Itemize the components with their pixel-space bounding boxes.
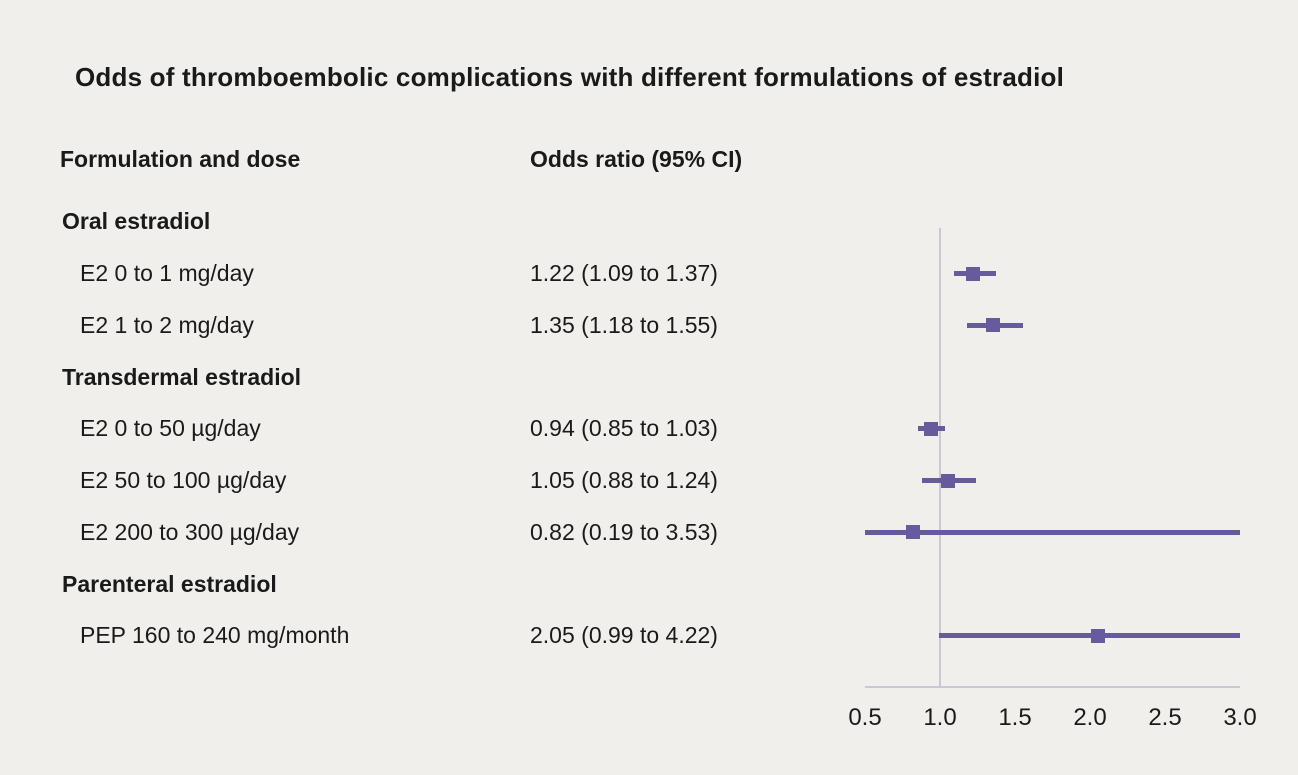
item-row: E2 50 to 100 µg/day 1.05 (0.88 to 1.24) bbox=[0, 455, 860, 507]
ci-line bbox=[865, 529, 1240, 535]
x-tick-label: 1.0 bbox=[923, 704, 957, 731]
or-marker bbox=[940, 473, 955, 488]
group-label: Parenteral estradiol bbox=[62, 570, 277, 597]
or-value: 2.05 (0.99 to 4.22) bbox=[530, 622, 718, 649]
group-label: Oral estradiol bbox=[62, 208, 211, 235]
item-row: E2 200 to 300 µg/day 0.82 (0.19 to 3.53) bbox=[0, 506, 860, 558]
or-value: 1.05 (0.88 to 1.24) bbox=[530, 467, 718, 494]
row-label: E2 0 to 1 mg/day bbox=[80, 260, 254, 287]
item-row: PEP 160 to 240 mg/month 2.05 (0.99 to 4.2… bbox=[0, 610, 860, 662]
or-marker bbox=[1090, 628, 1105, 643]
x-tick-label: 3.0 bbox=[1223, 704, 1257, 731]
row-label: E2 200 to 300 µg/day bbox=[80, 518, 300, 545]
or-marker bbox=[966, 266, 980, 281]
group-row: Oral estradiol bbox=[0, 196, 860, 248]
column-header-odds-ratio: Odds ratio (95% CI) bbox=[530, 146, 743, 172]
group-row: Parenteral estradiol bbox=[0, 558, 860, 610]
ci-line bbox=[938, 633, 1240, 639]
or-value: 0.94 (0.85 to 1.03) bbox=[530, 415, 718, 442]
or-value: 0.82 (0.19 to 3.53) bbox=[530, 518, 718, 545]
reference-line bbox=[939, 228, 941, 686]
chart-title: Odds of thromboembolic complications wit… bbox=[75, 62, 1065, 92]
x-tick-label: 2.5 bbox=[1148, 704, 1182, 731]
group-row: Transdermal estradiol bbox=[0, 351, 860, 403]
row-label: E2 0 to 50 µg/day bbox=[80, 415, 261, 442]
or-marker bbox=[985, 318, 1000, 333]
group-label: Transdermal estradiol bbox=[62, 363, 302, 390]
x-axis-line bbox=[865, 686, 1240, 688]
or-marker bbox=[924, 421, 938, 436]
x-tick-label: 1.5 bbox=[998, 704, 1032, 731]
row-label: PEP 160 to 240 mg/month bbox=[80, 622, 350, 649]
item-row: E2 1 to 2 mg/day 1.35 (1.18 to 1.55) bbox=[0, 299, 860, 351]
row-label: E2 50 to 100 µg/day bbox=[80, 467, 287, 494]
x-tick-label: 2.0 bbox=[1073, 704, 1107, 731]
or-value: 1.35 (1.18 to 1.55) bbox=[530, 311, 718, 338]
item-row: E2 0 to 1 mg/day 1.22 (1.09 to 1.37) bbox=[0, 248, 860, 300]
item-row: E2 0 to 50 µg/day 0.94 (0.85 to 1.03) bbox=[0, 403, 860, 455]
x-tick-label: 0.5 bbox=[848, 704, 882, 731]
row-label: E2 1 to 2 mg/day bbox=[80, 311, 254, 338]
or-value: 1.22 (1.09 to 1.37) bbox=[530, 260, 718, 287]
column-header-formulation: Formulation and dose bbox=[60, 146, 301, 172]
or-marker bbox=[906, 525, 920, 540]
